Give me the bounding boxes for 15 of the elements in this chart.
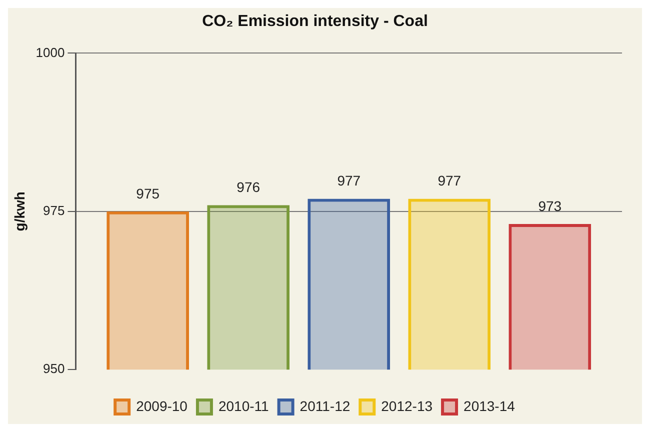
y-tick-label: 1000 (36, 44, 65, 60)
data-label: 976 (236, 178, 260, 195)
chart-title: CO₂ Emission intensity - Coal (202, 13, 428, 30)
data-label: 975 (136, 185, 160, 202)
y-tick-label: 975 (43, 202, 65, 218)
data-label: 977 (438, 172, 462, 189)
data-label: 977 (337, 172, 361, 189)
legend-label: 2011-12 (300, 398, 350, 414)
legend-label: 2013-14 (464, 398, 516, 414)
legend-label: 2012-13 (381, 398, 433, 414)
legend-label: 2010-11 (218, 398, 270, 414)
legend-label: 2009-10 (136, 398, 188, 414)
y-axis-title: g/kwh (11, 192, 28, 232)
data-label: 973 (538, 198, 562, 214)
y-tick-label: 950 (43, 361, 65, 376)
